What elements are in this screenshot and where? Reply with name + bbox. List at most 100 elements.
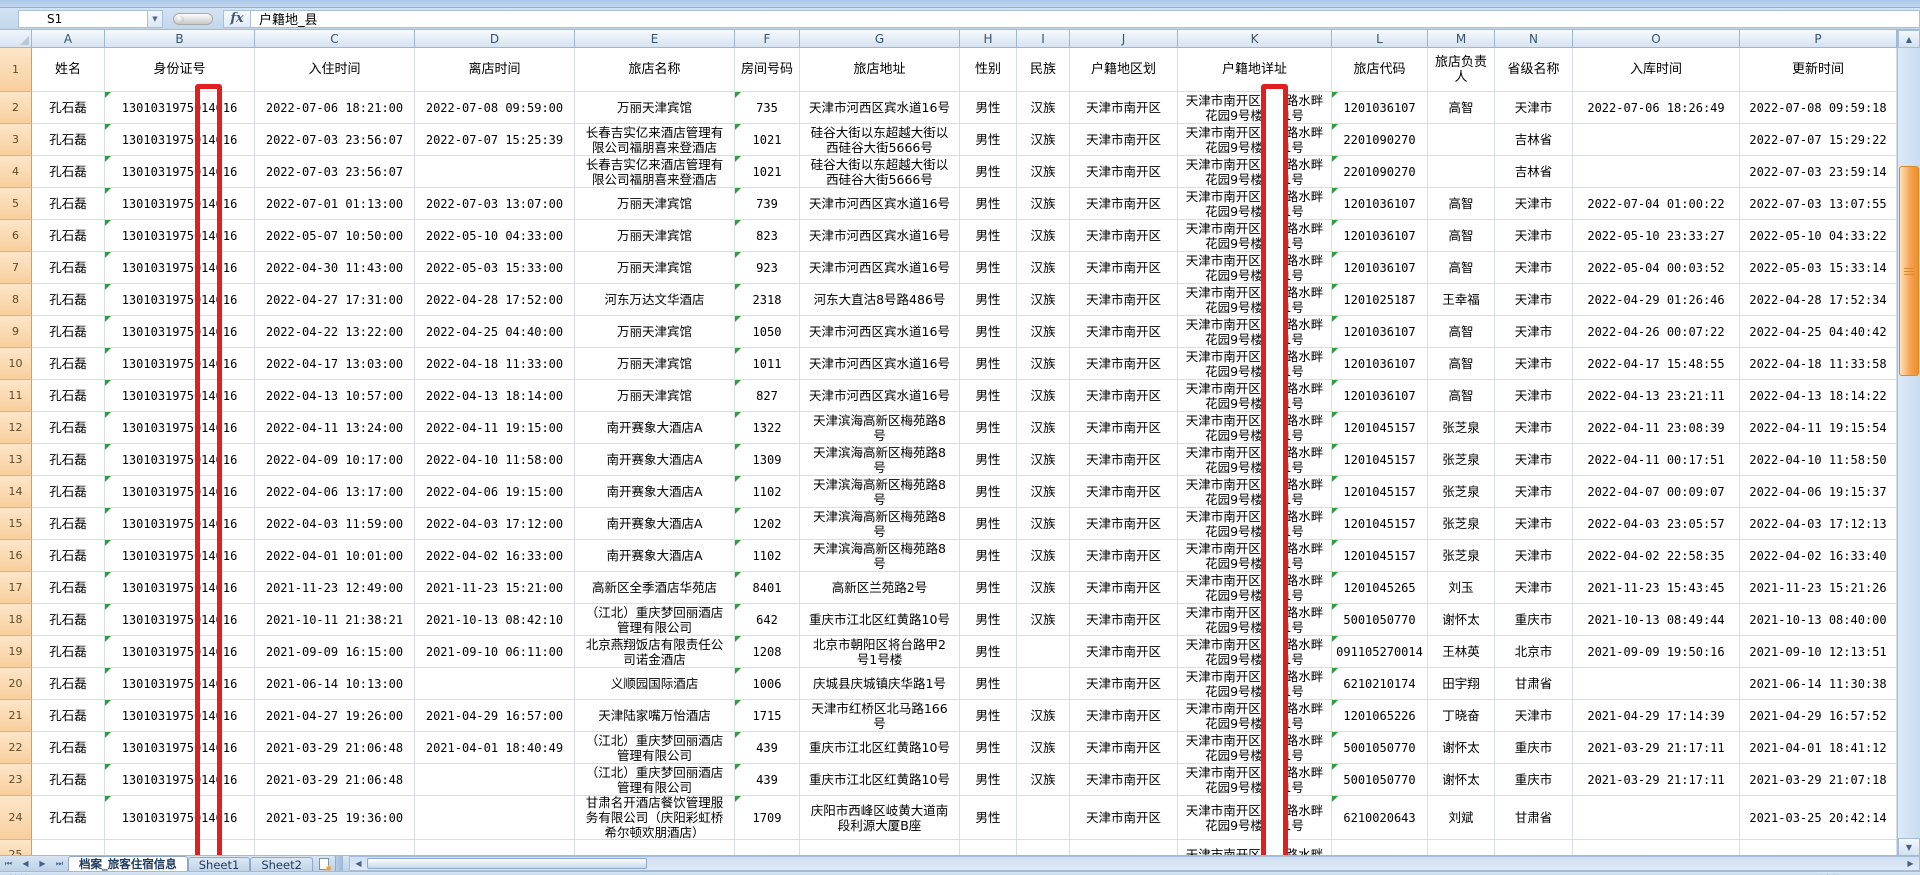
cell-p21[interactable]: 2021-04-29 16:57:52 xyxy=(1740,700,1897,732)
cell-c25[interactable] xyxy=(255,840,415,855)
horizontal-scroll-thumb[interactable] xyxy=(366,858,647,869)
cell-i22[interactable]: 汉族 xyxy=(1017,732,1070,764)
row-header-15[interactable]: 15 xyxy=(0,508,32,540)
cell-p10[interactable]: 2022-04-18 11:33:58 xyxy=(1740,348,1897,380)
cell-j10[interactable]: 天津市南开区 xyxy=(1070,348,1178,380)
cell-e3[interactable]: 长春吉实亿来酒店管理有 限公司福朋喜来登酒店 xyxy=(575,124,735,156)
cell-n25[interactable] xyxy=(1495,840,1573,855)
cell-g8[interactable]: 河东大直沽8号路486号 xyxy=(800,284,960,316)
cell-h16[interactable]: 男性 xyxy=(960,540,1017,572)
cell-n8[interactable]: 天津市 xyxy=(1495,284,1573,316)
cell-c18[interactable]: 2021-10-11 21:38:21 xyxy=(255,604,415,636)
cell-i23[interactable]: 汉族 xyxy=(1017,764,1070,796)
cell-i14[interactable]: 汉族 xyxy=(1017,476,1070,508)
horizontal-scrollbar[interactable]: ◀ ▶ xyxy=(348,856,1920,871)
cell-o6[interactable]: 2022-05-10 23:33:27 xyxy=(1573,220,1740,252)
cell-b22[interactable]: 1301031975014016 xyxy=(105,732,255,764)
cell-b9[interactable]: 1301031975014016 xyxy=(105,316,255,348)
cell-m8[interactable]: 王幸福 xyxy=(1428,284,1495,316)
cell-b14[interactable]: 1301031975014016 xyxy=(105,476,255,508)
cell-m20[interactable]: 田宇翔 xyxy=(1428,668,1495,700)
row-header-19[interactable]: 19 xyxy=(0,636,32,668)
cell-e13[interactable]: 南开赛象大酒店A xyxy=(575,444,735,476)
cell-g1[interactable]: 旅店地址 xyxy=(800,48,960,92)
cell-g6[interactable]: 天津市河西区宾水道16号 xyxy=(800,220,960,252)
cell-f21[interactable]: 1715 xyxy=(735,700,800,732)
cell-i6[interactable]: 汉族 xyxy=(1017,220,1070,252)
row-header-24[interactable]: 24 xyxy=(0,796,32,840)
cell-g13[interactable]: 天津滨海高新区梅苑路8 号 xyxy=(800,444,960,476)
cell-o4[interactable] xyxy=(1573,156,1740,188)
cell-p18[interactable]: 2021-10-13 08:40:00 xyxy=(1740,604,1897,636)
cell-g19[interactable]: 北京市朝阳区将台路甲2 号1号楼 xyxy=(800,636,960,668)
cell-n6[interactable]: 天津市 xyxy=(1495,220,1573,252)
cell-k22[interactable]: 天津市南开区 旗路水畔 花园9号楼 01号 xyxy=(1178,732,1332,764)
cell-k10[interactable]: 天津市南开区 旗路水畔 花园9号楼 01号 xyxy=(1178,348,1332,380)
row-header-6[interactable]: 6 xyxy=(0,220,32,252)
cell-a24[interactable]: 孔石磊 xyxy=(32,796,105,840)
cell-i21[interactable]: 汉族 xyxy=(1017,700,1070,732)
cell-d5[interactable]: 2022-07-03 13:07:00 xyxy=(415,188,575,220)
cell-m18[interactable]: 谢怀太 xyxy=(1428,604,1495,636)
cell-a9[interactable]: 孔石磊 xyxy=(32,316,105,348)
cell-n12[interactable]: 天津市 xyxy=(1495,412,1573,444)
cell-i16[interactable]: 汉族 xyxy=(1017,540,1070,572)
select-all-corner[interactable] xyxy=(0,30,32,48)
column-header-j[interactable]: J xyxy=(1070,30,1178,48)
cell-e16[interactable]: 南开赛象大酒店A xyxy=(575,540,735,572)
cell-j9[interactable]: 天津市南开区 xyxy=(1070,316,1178,348)
scroll-left-icon[interactable]: ◀ xyxy=(355,859,362,868)
cell-k8[interactable]: 天津市南开区 旗路水畔 花园9号楼 01号 xyxy=(1178,284,1332,316)
cell-e23[interactable]: （江北）重庆梦回丽酒店 管理有限公司 xyxy=(575,764,735,796)
cell-h20[interactable]: 男性 xyxy=(960,668,1017,700)
cell-d23[interactable] xyxy=(415,764,575,796)
cell-g23[interactable]: 重庆市江北区红黄路10号 xyxy=(800,764,960,796)
cell-o10[interactable]: 2022-04-17 15:48:55 xyxy=(1573,348,1740,380)
column-header-m[interactable]: M xyxy=(1428,30,1495,48)
cell-c6[interactable]: 2022-05-07 10:50:00 xyxy=(255,220,415,252)
cell-j13[interactable]: 天津市南开区 xyxy=(1070,444,1178,476)
scroll-right-icon[interactable]: ▶ xyxy=(1907,859,1914,868)
row-header-11[interactable]: 11 xyxy=(0,380,32,412)
cell-a13[interactable]: 孔石磊 xyxy=(32,444,105,476)
cell-n11[interactable]: 天津市 xyxy=(1495,380,1573,412)
cell-o9[interactable]: 2022-04-26 00:07:22 xyxy=(1573,316,1740,348)
cell-k6[interactable]: 天津市南开区 旗路水畔 花园9号楼 01号 xyxy=(1178,220,1332,252)
cell-d19[interactable]: 2021-09-10 06:11:00 xyxy=(415,636,575,668)
cell-p6[interactable]: 2022-05-10 04:33:22 xyxy=(1740,220,1897,252)
cell-d21[interactable]: 2021-04-29 16:57:00 xyxy=(415,700,575,732)
cell-g10[interactable]: 天津市河西区宾水道16号 xyxy=(800,348,960,380)
cell-a8[interactable]: 孔石磊 xyxy=(32,284,105,316)
cell-p15[interactable]: 2022-04-03 17:12:13 xyxy=(1740,508,1897,540)
cell-l15[interactable]: 1201045157 xyxy=(1332,508,1428,540)
cell-j14[interactable]: 天津市南开区 xyxy=(1070,476,1178,508)
cell-n21[interactable]: 天津市 xyxy=(1495,700,1573,732)
cell-l3[interactable]: 2201090270 xyxy=(1332,124,1428,156)
cell-i5[interactable]: 汉族 xyxy=(1017,188,1070,220)
cell-i1[interactable]: 民族 xyxy=(1017,48,1070,92)
tab-sheet2[interactable]: Sheet2 xyxy=(250,857,313,872)
cell-k25[interactable]: 天津市南开区 旗路水畔 xyxy=(1178,840,1332,855)
cell-p9[interactable]: 2022-04-25 04:40:42 xyxy=(1740,316,1897,348)
last-sheet-button[interactable]: ⏭ xyxy=(55,858,64,868)
row-header-13[interactable]: 13 xyxy=(0,444,32,476)
cell-n23[interactable]: 重庆市 xyxy=(1495,764,1573,796)
cell-j11[interactable]: 天津市南开区 xyxy=(1070,380,1178,412)
cell-e2[interactable]: 万丽天津宾馆 xyxy=(575,92,735,124)
cell-m24[interactable]: 刘斌 xyxy=(1428,796,1495,840)
cell-a17[interactable]: 孔石磊 xyxy=(32,572,105,604)
cell-o25[interactable] xyxy=(1573,840,1740,855)
cell-j5[interactable]: 天津市南开区 xyxy=(1070,188,1178,220)
cell-l23[interactable]: 5001050770 xyxy=(1332,764,1428,796)
cell-p22[interactable]: 2021-04-01 18:41:12 xyxy=(1740,732,1897,764)
cell-l20[interactable]: 6210210174 xyxy=(1332,668,1428,700)
cell-d17[interactable]: 2021-11-23 15:21:00 xyxy=(415,572,575,604)
cell-l21[interactable]: 1201065226 xyxy=(1332,700,1428,732)
cell-j19[interactable]: 天津市南开区 xyxy=(1070,636,1178,668)
cell-e4[interactable]: 长春吉实亿来酒店管理有 限公司福朋喜来登酒店 xyxy=(575,156,735,188)
cell-j24[interactable]: 天津市南开区 xyxy=(1070,796,1178,840)
cell-a11[interactable]: 孔石磊 xyxy=(32,380,105,412)
cell-l25[interactable] xyxy=(1332,840,1428,855)
cell-o18[interactable]: 2021-10-13 08:49:44 xyxy=(1573,604,1740,636)
cell-h13[interactable]: 男性 xyxy=(960,444,1017,476)
